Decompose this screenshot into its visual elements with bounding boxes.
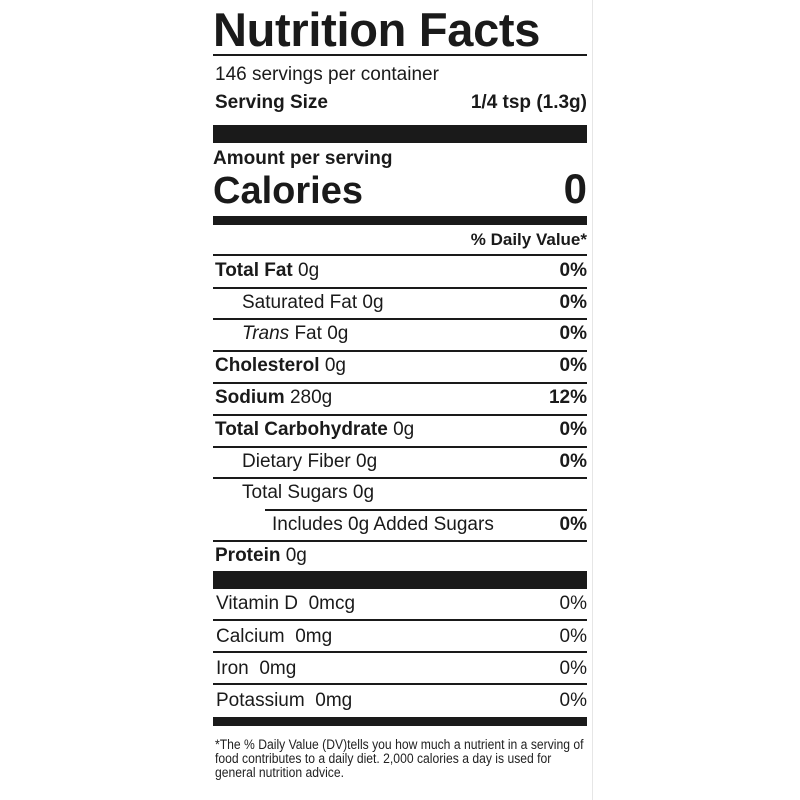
medium-divider — [213, 216, 587, 225]
divider — [213, 619, 587, 621]
nutrient-row-dietary-fiber: Dietary Fiber 0g — [242, 451, 378, 472]
dv-cholesterol: 0% — [559, 355, 587, 376]
nutrient-row-trans-fat: Trans Fat 0g — [242, 323, 349, 344]
divider — [213, 540, 587, 542]
dv-dietary-fiber: 0% — [559, 451, 587, 472]
divider — [213, 254, 587, 256]
divider — [213, 382, 587, 384]
divider — [213, 414, 587, 416]
panel-edge — [592, 0, 593, 800]
nutrient-row-sodium: Sodium 280g — [215, 387, 333, 408]
dv-vitamin-d: 0% — [559, 593, 587, 614]
divider — [213, 446, 587, 448]
nutrient-row-total-sugars: Total Sugars 0g — [242, 482, 375, 503]
serving-size-label: Serving Size — [215, 92, 328, 113]
divider — [213, 477, 587, 479]
nutrient-row-protein: Protein 0g — [215, 545, 307, 566]
servings-per-container: 146 servings per container — [215, 64, 439, 85]
dv-calcium: 0% — [559, 626, 587, 647]
divider — [213, 350, 587, 352]
divider — [213, 54, 587, 56]
daily-value-header: % Daily Value* — [470, 230, 587, 249]
vitamin-row-vitamin-d: Vitamin D 0mcg — [216, 593, 356, 614]
calories-label: Calories — [213, 170, 363, 212]
dv-saturated-fat: 0% — [559, 292, 587, 313]
vitamin-row-calcium: Calcium 0mg — [216, 626, 333, 647]
dv-total-fat: 0% — [559, 260, 587, 281]
vitamin-row-iron: Iron 0mg — [216, 658, 297, 679]
dv-total-carbohydrate: 0% — [559, 419, 587, 440]
divider — [213, 683, 587, 685]
divider — [265, 509, 587, 511]
thick-divider — [213, 125, 587, 143]
divider — [213, 651, 587, 653]
dv-iron: 0% — [559, 658, 587, 679]
dv-potassium: 0% — [559, 690, 587, 711]
footnote: *The % Daily Value (DV)tells you how muc… — [215, 737, 584, 780]
nutrient-row-total-carbohydrate: Total Carbohydrate 0g — [215, 419, 415, 440]
calories-value: 0 — [563, 165, 587, 212]
divider — [213, 287, 587, 289]
medium-divider — [213, 717, 587, 726]
dv-trans-fat: 0% — [559, 323, 587, 344]
label-title: Nutrition Facts — [213, 3, 541, 56]
thick-divider — [213, 571, 587, 589]
dv-sodium: 12% — [548, 387, 587, 408]
dv-added-sugars: 0% — [559, 514, 587, 535]
amount-per-serving: Amount per serving — [213, 148, 393, 169]
nutrient-row-saturated-fat: Saturated Fat 0g — [242, 292, 384, 313]
nutrient-row-total-fat: Total Fat 0g — [215, 260, 320, 281]
vitamin-row-potassium: Potassium 0mg — [216, 690, 353, 711]
nutrient-row-cholesterol: Cholesterol 0g — [215, 355, 346, 376]
serving-size-value: 1/4 tsp (1.3g) — [470, 92, 587, 113]
divider — [213, 318, 587, 320]
nutrient-row-added-sugars: Includes 0g Added Sugars — [272, 514, 494, 535]
